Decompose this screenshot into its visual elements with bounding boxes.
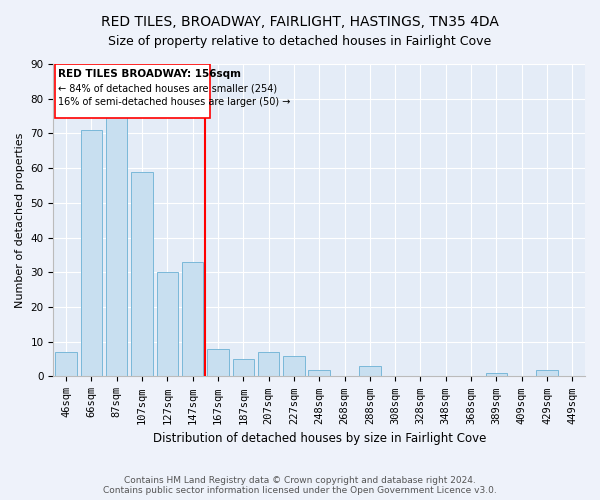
- Bar: [283, 356, 305, 376]
- Bar: [131, 172, 153, 376]
- Bar: [359, 366, 380, 376]
- Bar: [536, 370, 558, 376]
- Bar: [308, 370, 330, 376]
- Text: 16% of semi-detached houses are larger (50) →: 16% of semi-detached houses are larger (…: [58, 97, 291, 107]
- Text: RED TILES BROADWAY: 156sqm: RED TILES BROADWAY: 156sqm: [58, 69, 241, 79]
- Text: ← 84% of detached houses are smaller (254): ← 84% of detached houses are smaller (25…: [58, 83, 278, 93]
- Text: RED TILES, BROADWAY, FAIRLIGHT, HASTINGS, TN35 4DA: RED TILES, BROADWAY, FAIRLIGHT, HASTINGS…: [101, 15, 499, 29]
- Bar: [258, 352, 280, 376]
- Bar: [55, 64, 211, 118]
- Bar: [485, 373, 507, 376]
- Y-axis label: Number of detached properties: Number of detached properties: [15, 132, 25, 308]
- X-axis label: Distribution of detached houses by size in Fairlight Cove: Distribution of detached houses by size …: [152, 432, 486, 445]
- Bar: [157, 272, 178, 376]
- Bar: [182, 262, 203, 376]
- Bar: [106, 116, 127, 376]
- Text: Size of property relative to detached houses in Fairlight Cove: Size of property relative to detached ho…: [109, 35, 491, 48]
- Bar: [207, 348, 229, 376]
- Bar: [55, 352, 77, 376]
- Bar: [233, 359, 254, 376]
- Bar: [80, 130, 102, 376]
- Text: Contains HM Land Registry data © Crown copyright and database right 2024.
Contai: Contains HM Land Registry data © Crown c…: [103, 476, 497, 495]
